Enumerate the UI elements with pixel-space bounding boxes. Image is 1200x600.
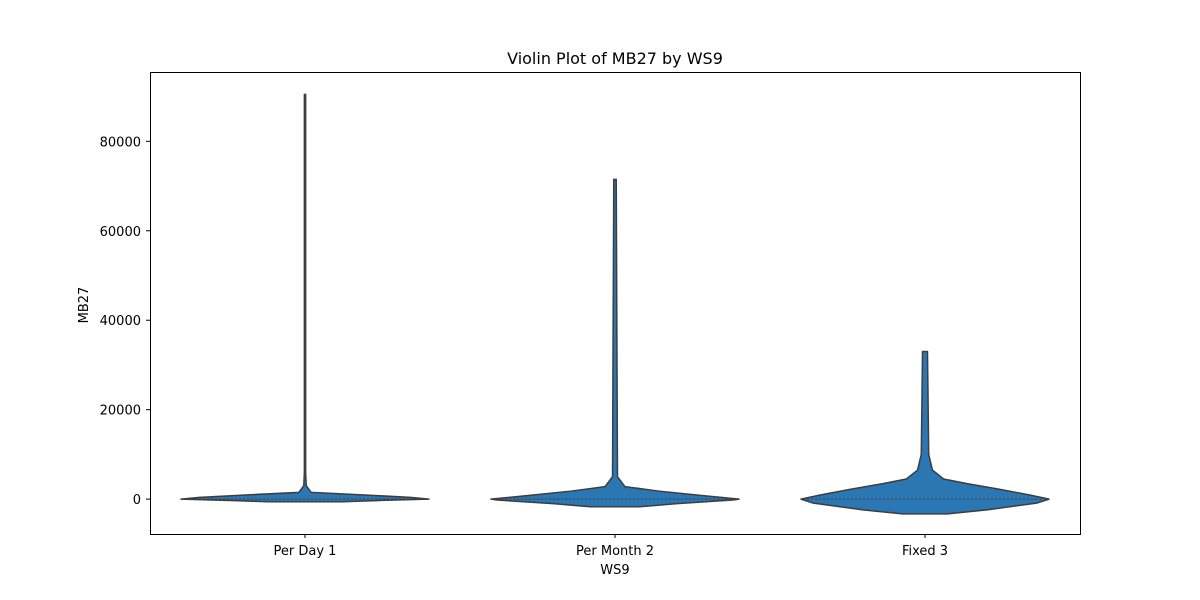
y-axis: 0 20000 40000 60000 80000: [100, 135, 150, 508]
plot-area: [180, 93, 1050, 515]
y-tick-label: 0: [133, 493, 141, 508]
y-tick-label: 20000: [100, 404, 141, 419]
y-tick-label: 40000: [100, 314, 141, 329]
violin-per-day-1: [180, 93, 430, 503]
x-tick-label-per-month-2: Per Month 2: [576, 544, 654, 559]
x-axis: Per Day 1 Per Month 2 Fixed 3: [274, 534, 948, 559]
x-tick-label-fixed-3: Fixed 3: [902, 544, 948, 559]
chart-title: Violin Plot of MB27 by WS9: [507, 49, 723, 68]
y-tick-label: 80000: [100, 135, 141, 150]
violin-per-month-2: [490, 178, 740, 508]
x-axis-label: WS9: [600, 563, 629, 578]
violin-fixed-3: [800, 350, 1050, 515]
y-axis-label: MB27: [77, 287, 92, 324]
y-tick-label: 60000: [100, 225, 141, 240]
x-tick-label-per-day-1: Per Day 1: [274, 544, 337, 559]
